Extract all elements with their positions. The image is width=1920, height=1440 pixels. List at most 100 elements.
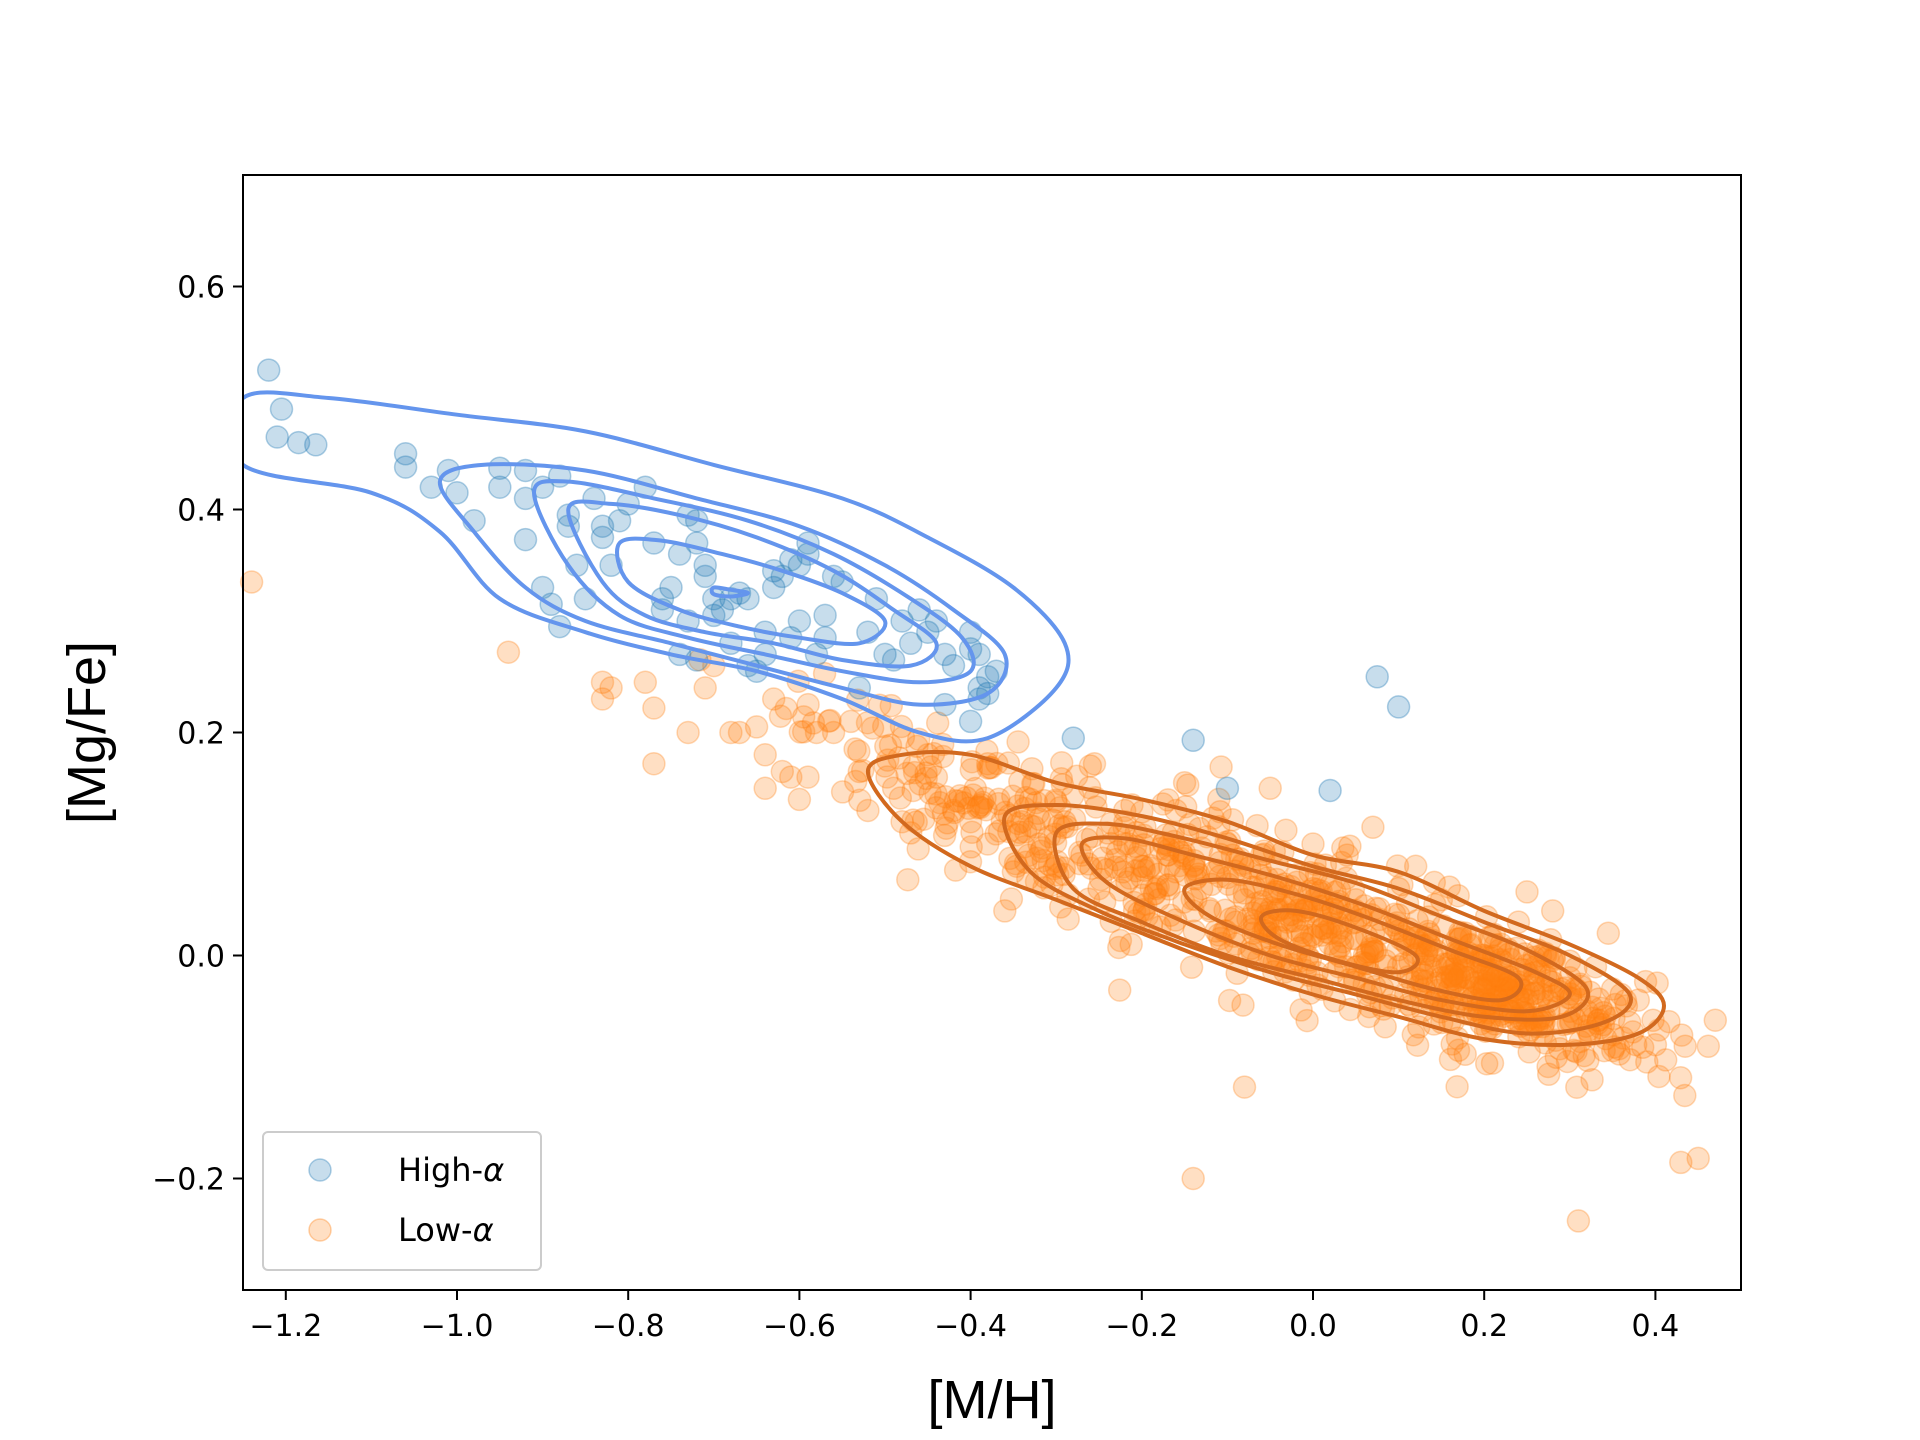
low-alpha-point <box>1274 818 1298 842</box>
low-alpha-point <box>796 765 820 789</box>
low-alpha-point <box>1273 896 1298 920</box>
low-alpha-point <box>1142 881 1167 906</box>
x-axis-label: [M/H] <box>928 1370 1057 1430</box>
low-alpha-point <box>1641 1008 1665 1033</box>
low-alpha-point <box>1352 943 1377 968</box>
low-alpha-point <box>986 791 1011 816</box>
low-alpha-point <box>1592 1038 1616 1063</box>
low-alpha-point <box>925 711 950 735</box>
high-alpha-point <box>727 581 752 605</box>
low-alpha-point <box>924 765 949 789</box>
low-alpha-point <box>791 705 816 729</box>
low-alpha-point <box>941 798 966 823</box>
low-alpha-point <box>847 739 871 764</box>
high-alpha-contour <box>615 536 888 646</box>
low-alpha-point <box>843 769 868 794</box>
low-alpha-point <box>1290 920 1315 945</box>
y-tick-label: 0.6 <box>177 271 225 306</box>
low-alpha-point <box>906 837 930 861</box>
low-alpha-point <box>1006 811 1030 836</box>
high-alpha-contour <box>709 585 750 599</box>
low-alpha-point <box>1031 848 1056 873</box>
legend-label-low-alpha-base: Low- <box>398 1211 473 1249</box>
low-alpha-point <box>895 761 919 786</box>
low-alpha-point <box>753 776 777 801</box>
low-alpha-point <box>1155 873 1180 897</box>
low-alpha-point <box>1163 860 1188 884</box>
high-alpha-point <box>488 475 512 499</box>
legend-label-high-alpha: High-α <box>398 1151 504 1189</box>
low-alpha-point <box>1104 847 1128 872</box>
low-alpha-point <box>914 761 938 785</box>
low-alpha-point <box>1441 957 1465 982</box>
y-tick-label: 0.2 <box>177 717 225 752</box>
low-alpha-point <box>1118 866 1142 890</box>
x-tick-label: 0.4 <box>1632 1309 1680 1344</box>
low-alpha-point <box>1440 963 1464 987</box>
low-alpha-point <box>1494 972 1519 997</box>
low-alpha-point <box>1530 982 1555 1007</box>
low-alpha-point <box>1441 964 1465 989</box>
x-tick-label: −0.4 <box>934 1309 1007 1344</box>
low-alpha-point <box>881 776 906 801</box>
low-alpha-point <box>1469 969 1494 993</box>
low-alpha-point <box>1328 934 1353 959</box>
low-alpha-point <box>1438 1047 1463 1072</box>
low-alpha-point <box>918 781 942 805</box>
low-alpha-point <box>1669 1023 1694 1047</box>
high-alpha-point <box>898 631 923 656</box>
high-alpha-point <box>719 586 743 611</box>
low-alpha-point <box>1565 1075 1589 1099</box>
low-alpha-point <box>1318 921 1342 945</box>
low-alpha-point <box>1445 1074 1469 1099</box>
low-alpha-point <box>1027 832 1051 856</box>
low-alpha-point <box>1107 978 1132 1002</box>
high-alpha-point <box>582 486 606 511</box>
low-alpha-point <box>932 823 957 848</box>
low-alpha-point <box>1231 993 1255 1017</box>
low-alpha-point <box>1078 754 1103 778</box>
low-alpha-point <box>1131 854 1156 879</box>
high-alpha-point <box>1365 665 1389 689</box>
low-alpha-point <box>969 792 994 817</box>
low-alpha-point <box>1555 1049 1580 1074</box>
low-alpha-point <box>1618 1047 1642 1072</box>
low-alpha-point <box>1529 977 1553 1001</box>
low-alpha-point <box>1130 865 1154 890</box>
high-alpha-point <box>924 609 949 633</box>
legend: High-α Low-α <box>262 1131 542 1271</box>
high-alpha-point <box>269 397 294 421</box>
low-alpha-point <box>1181 1166 1205 1191</box>
high-alpha-point <box>813 603 837 628</box>
low-alpha-point <box>1472 979 1496 1003</box>
low-alpha-point <box>1242 909 1266 933</box>
low-alpha-point <box>1647 1064 1671 1089</box>
high-alpha-contour <box>532 479 976 685</box>
low-alpha-point <box>1258 776 1282 801</box>
low-alpha-point <box>693 676 717 700</box>
low-alpha-point <box>818 708 842 733</box>
low-alpha-point <box>1029 839 1053 864</box>
low-alpha-point <box>1013 820 1038 844</box>
plot-area <box>243 175 1741 1290</box>
low-alpha-point <box>1006 730 1030 754</box>
low-alpha-point <box>958 809 983 834</box>
low-alpha-point <box>1314 920 1338 944</box>
low-alpha-point <box>987 787 1011 811</box>
low-alpha-point <box>1103 855 1128 880</box>
low-alpha-point <box>1446 1038 1471 1063</box>
low-alpha-point <box>1453 1042 1477 1067</box>
low-alpha-point <box>768 704 793 728</box>
low-alpha-point <box>1232 888 1257 912</box>
low-alpha-point <box>774 696 798 721</box>
low-alpha-point <box>1437 951 1462 976</box>
high-alpha-point <box>445 481 469 505</box>
low-alpha-point <box>1048 796 1072 820</box>
low-alpha-point <box>1082 752 1107 776</box>
high-alpha-point <box>659 575 683 600</box>
low-alpha-point <box>1418 955 1443 980</box>
low-alpha-point <box>1208 864 1232 889</box>
low-alpha-point <box>1299 923 1324 947</box>
low-alpha-point <box>848 788 872 813</box>
low-alpha-point <box>1373 1015 1397 1039</box>
